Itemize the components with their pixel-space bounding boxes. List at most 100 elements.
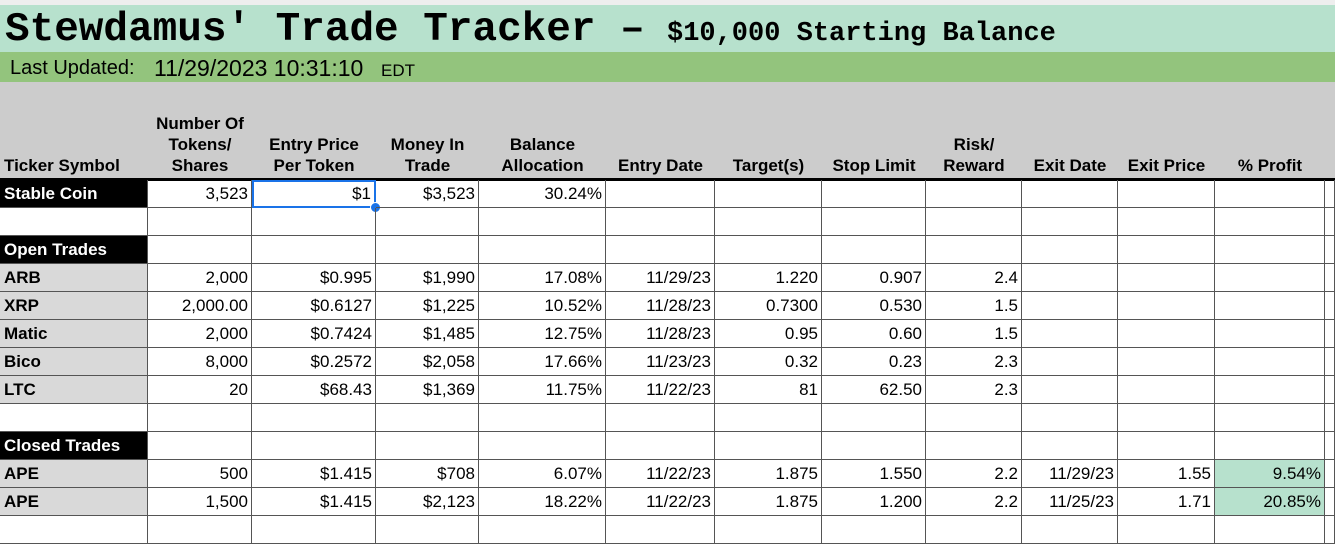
cell[interactable] (1215, 180, 1325, 208)
cell[interactable] (0, 516, 148, 544)
cell[interactable] (376, 208, 479, 236)
cell[interactable]: $1.415 (252, 488, 376, 516)
cell[interactable]: 11/22/23 (606, 376, 715, 404)
cell[interactable] (376, 516, 479, 544)
ticker[interactable]: LTC (0, 376, 148, 404)
cell[interactable] (1022, 180, 1118, 208)
cell[interactable]: 1.875 (715, 460, 822, 488)
cell[interactable] (606, 404, 715, 432)
cell[interactable] (1118, 292, 1215, 320)
ticker[interactable]: APE (0, 488, 148, 516)
cell[interactable]: 6.07% (479, 460, 606, 488)
cell[interactable] (1118, 264, 1215, 292)
cell[interactable]: 9.54% (1215, 460, 1325, 488)
cell[interactable] (1022, 208, 1118, 236)
cell[interactable] (1215, 236, 1325, 264)
cell[interactable] (1118, 432, 1215, 460)
cell[interactable]: 2,000.00 (148, 292, 252, 320)
cell[interactable]: 11.75% (479, 376, 606, 404)
section-label[interactable]: Closed Trades (0, 432, 148, 460)
cell[interactable] (822, 432, 926, 460)
cell[interactable]: 0.32 (715, 348, 822, 376)
cell[interactable] (606, 180, 715, 208)
cell[interactable] (606, 208, 715, 236)
cell[interactable]: $68.43 (252, 376, 376, 404)
cell[interactable] (479, 208, 606, 236)
cell[interactable]: 2,000 (148, 264, 252, 292)
cell[interactable] (1215, 516, 1325, 544)
cell[interactable]: $1.415 (252, 460, 376, 488)
cell[interactable]: 1.55 (1118, 460, 1215, 488)
cell[interactable] (1118, 180, 1215, 208)
cell[interactable]: 20.85% (1215, 488, 1325, 516)
cell[interactable]: 17.08% (479, 264, 606, 292)
cell[interactable]: 8,000 (148, 348, 252, 376)
cell[interactable] (822, 404, 926, 432)
cell[interactable] (252, 208, 376, 236)
cell[interactable]: 1.71 (1118, 488, 1215, 516)
cell[interactable] (376, 432, 479, 460)
cell[interactable]: 0.907 (822, 264, 926, 292)
cell[interactable] (148, 236, 252, 264)
cell[interactable] (715, 404, 822, 432)
cell[interactable]: 11/23/23 (606, 348, 715, 376)
cell[interactable]: $0.7424 (252, 320, 376, 348)
cell[interactable] (1325, 488, 1335, 516)
cell[interactable]: 2,000 (148, 320, 252, 348)
cell[interactable]: 2.3 (926, 376, 1022, 404)
cell[interactable]: 10.52% (479, 292, 606, 320)
cell[interactable] (715, 432, 822, 460)
cell[interactable] (1022, 292, 1118, 320)
cell[interactable] (1022, 348, 1118, 376)
cell[interactable]: $1 (252, 180, 376, 208)
cell[interactable]: 1.5 (926, 320, 1022, 348)
updated-value[interactable]: 11/29/2023 10:31:10 (154, 55, 364, 81)
cell[interactable]: 2.2 (926, 488, 1022, 516)
cell[interactable]: 18.22% (479, 488, 606, 516)
cell[interactable]: 62.50 (822, 376, 926, 404)
cell[interactable] (1022, 432, 1118, 460)
cell[interactable] (479, 404, 606, 432)
cell[interactable] (1325, 320, 1335, 348)
cell[interactable] (479, 516, 606, 544)
cell[interactable] (606, 236, 715, 264)
cell[interactable] (1118, 376, 1215, 404)
cell[interactable] (1215, 320, 1325, 348)
cell[interactable]: 11/22/23 (606, 488, 715, 516)
cell[interactable] (1118, 404, 1215, 432)
cell[interactable] (1325, 264, 1335, 292)
cell[interactable]: $0.995 (252, 264, 376, 292)
cell[interactable] (252, 404, 376, 432)
cell[interactable]: 1.220 (715, 264, 822, 292)
cell[interactable]: 500 (148, 460, 252, 488)
cell[interactable] (376, 404, 479, 432)
cell[interactable]: $0.6127 (252, 292, 376, 320)
cell[interactable] (715, 516, 822, 544)
cell[interactable] (1118, 320, 1215, 348)
cell[interactable] (606, 432, 715, 460)
cell[interactable]: 1.550 (822, 460, 926, 488)
cell[interactable] (822, 516, 926, 544)
cell[interactable] (148, 208, 252, 236)
cell[interactable]: $1,990 (376, 264, 479, 292)
cell[interactable]: $0.2572 (252, 348, 376, 376)
cell[interactable] (1325, 432, 1335, 460)
cell[interactable] (1022, 516, 1118, 544)
cell[interactable]: 30.24% (479, 180, 606, 208)
cell[interactable]: 12.75% (479, 320, 606, 348)
cell[interactable]: 1,500 (148, 488, 252, 516)
cell[interactable] (0, 208, 148, 236)
cell[interactable] (479, 432, 606, 460)
cell[interactable] (1118, 516, 1215, 544)
cell[interactable]: 2.2 (926, 460, 1022, 488)
cell[interactable]: 0.23 (822, 348, 926, 376)
cell[interactable]: 81 (715, 376, 822, 404)
ticker[interactable]: Matic (0, 320, 148, 348)
cell[interactable] (1022, 404, 1118, 432)
cell[interactable]: 1.200 (822, 488, 926, 516)
ticker[interactable]: APE (0, 460, 148, 488)
cell[interactable]: 0.95 (715, 320, 822, 348)
cell[interactable]: $1,225 (376, 292, 479, 320)
cell[interactable] (1022, 376, 1118, 404)
cell[interactable] (1215, 404, 1325, 432)
